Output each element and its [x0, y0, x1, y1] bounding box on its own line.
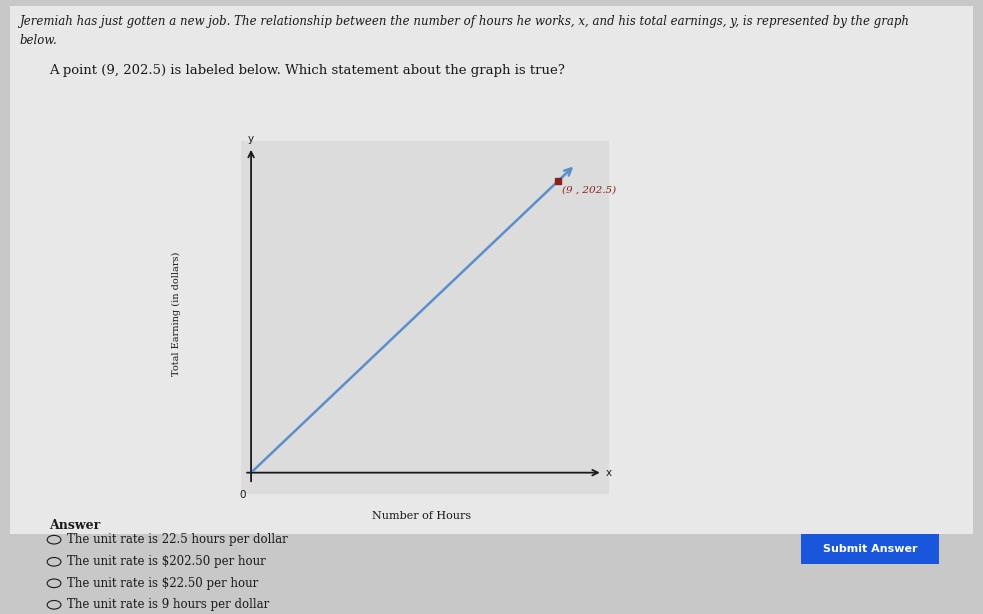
Text: The unit rate is 22.5 hours per dollar: The unit rate is 22.5 hours per dollar: [67, 533, 288, 546]
Text: below.: below.: [20, 34, 57, 47]
Text: A point (9, 202.5) is labeled below. Which statement about the graph is true?: A point (9, 202.5) is labeled below. Whi…: [49, 64, 565, 77]
Text: x: x: [607, 468, 612, 478]
Text: The unit rate is $22.50 per hour: The unit rate is $22.50 per hour: [67, 577, 259, 590]
Text: Total Earning (in dollars): Total Earning (in dollars): [171, 252, 181, 376]
Text: The unit rate is $202.50 per hour: The unit rate is $202.50 per hour: [67, 555, 265, 569]
Text: The unit rate is 9 hours per dollar: The unit rate is 9 hours per dollar: [67, 598, 269, 612]
Text: Answer: Answer: [49, 519, 100, 532]
Text: Submit Answer: Submit Answer: [823, 544, 917, 554]
Text: (9 , 202.5): (9 , 202.5): [561, 185, 615, 195]
Text: y: y: [248, 134, 255, 144]
Text: 0: 0: [239, 490, 246, 500]
Text: Jeremiah has just gotten a new job. The relationship between the number of hours: Jeremiah has just gotten a new job. The …: [20, 15, 909, 28]
Text: Number of Hours: Number of Hours: [373, 511, 471, 521]
